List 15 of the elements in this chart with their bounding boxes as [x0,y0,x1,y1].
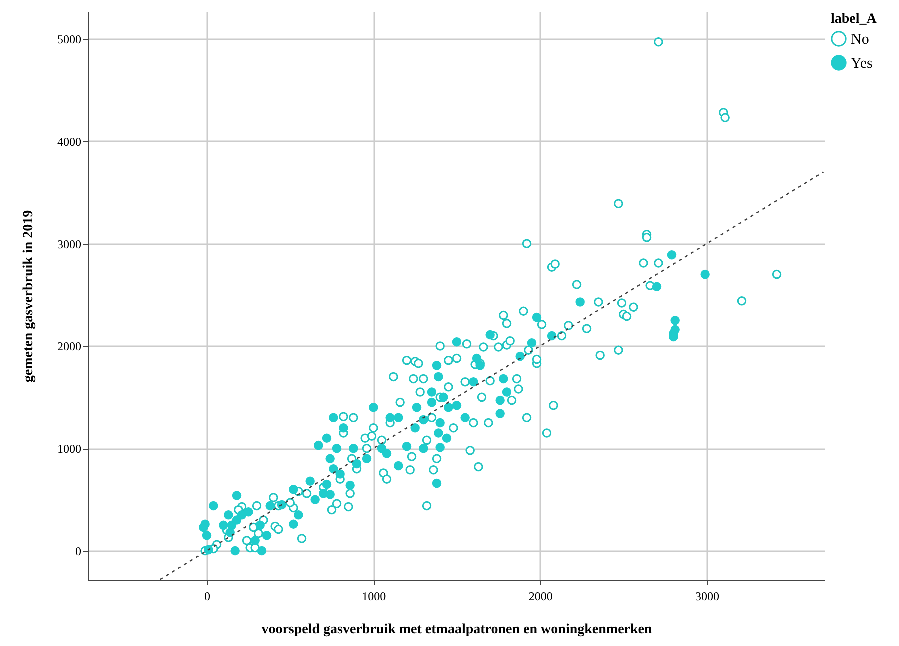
x-axis-title: voorspeld gasverbruik met etmaalpatronen en woningkenmerken [262,622,652,638]
x-tick-label: 0 [204,590,210,604]
x-tick-label: 3000 [696,590,720,604]
y-tick-label: 0 [76,544,82,559]
y-tick-label: 1000 [58,442,82,456]
y-tick-label: 4000 [58,134,82,149]
legend-label: No [851,32,870,48]
y-tick-label: 2000 [58,340,82,354]
x-tick-label: 1000 [362,590,386,604]
y-tick-label: 5000 [58,32,82,47]
y-axis-title: gemeten gasverbruik in 2019 [22,210,36,383]
legend-title: label_A [831,12,878,27]
x-tick-label: 2000 [528,590,553,604]
legend-label: Yes [851,56,873,72]
y-tick-label: 3000 [58,237,82,252]
